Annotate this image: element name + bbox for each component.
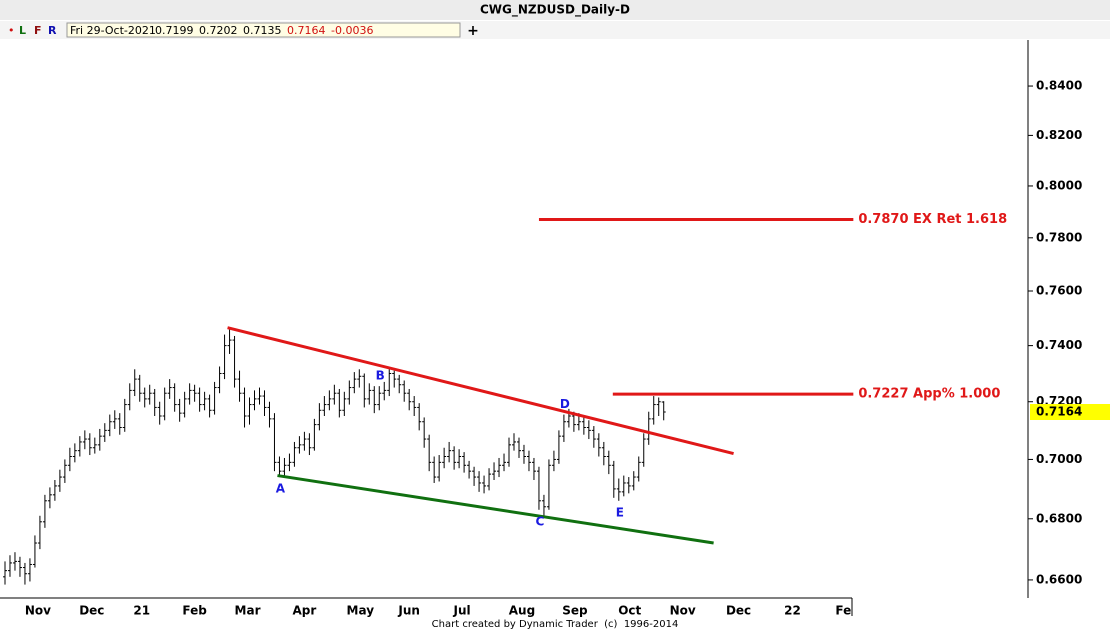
bar-close: 0.7164 (287, 24, 326, 37)
x-tick-label: Jul (453, 604, 471, 618)
title-bar (0, 0, 1110, 20)
level-label: 0.7870 EX Ret 1.618 (858, 212, 1007, 227)
wave-label: C (536, 514, 545, 528)
price-box-label: 0.7164 (1036, 404, 1082, 418)
trendline (227, 326, 734, 456)
tool-button[interactable]: R (48, 24, 57, 37)
y-tick-label: 0.6600 (1036, 572, 1082, 586)
x-tick-label: Dec (79, 604, 104, 618)
x-tick-label: Sep (562, 604, 588, 618)
x-tick-label: 21 (133, 604, 150, 618)
wave-label: A (276, 482, 286, 496)
y-tick-label: 0.7000 (1036, 452, 1082, 466)
wave-label: E (616, 505, 624, 519)
y-tick-label: 0.8400 (1036, 79, 1082, 93)
tool-button[interactable]: • (8, 24, 15, 37)
x-tick-label: Dec (726, 604, 751, 618)
x-tick-label: 22 (784, 604, 801, 618)
info-box (66, 22, 461, 38)
y-tick-label: 0.7400 (1036, 338, 1082, 352)
wave-label: D (560, 397, 570, 411)
level-label: 0.7227 App% 1.000 (858, 387, 1000, 402)
x-tick-label: Apr (293, 604, 317, 618)
x-tick-label: Feb (182, 604, 207, 618)
x-tick-label: Oct (618, 604, 641, 618)
add-button[interactable]: + (467, 23, 479, 39)
y-tick-label: 0.7600 (1036, 284, 1082, 298)
y-tick-label: 0.7800 (1036, 230, 1082, 244)
x-tick-label: Nov (670, 604, 696, 618)
y-tick-label: 0.8000 (1036, 178, 1082, 192)
trendline (277, 474, 714, 545)
chart-title: CWG_NZDUSD_Daily-D (480, 3, 630, 18)
wave-label: B (376, 369, 385, 383)
y-tick-label: 0.8200 (1036, 128, 1082, 142)
bar-low: 0.7135 (243, 24, 282, 37)
tool-button[interactable]: L (19, 24, 26, 37)
footer: Chart created by Dynamic Trader (c) 1996… (432, 619, 679, 630)
y-tick-label: 0.6800 (1036, 511, 1082, 525)
x-tick-label: Mar (235, 604, 261, 618)
tool-button[interactable]: F (34, 24, 42, 37)
x-tick-label: Fe (835, 604, 851, 618)
bar-open: 0.7199 (155, 24, 194, 37)
bar-date: Fri 29-Oct-2021 (70, 24, 156, 37)
bar-high: 0.7202 (199, 24, 238, 37)
x-tick-label: Aug (509, 604, 535, 618)
x-tick-label: Jun (397, 604, 420, 618)
price-box (1030, 403, 1110, 420)
bar-change: -0.0036 (331, 24, 373, 37)
x-tick-label: May (347, 604, 375, 618)
x-tick-label: Nov (25, 604, 51, 618)
